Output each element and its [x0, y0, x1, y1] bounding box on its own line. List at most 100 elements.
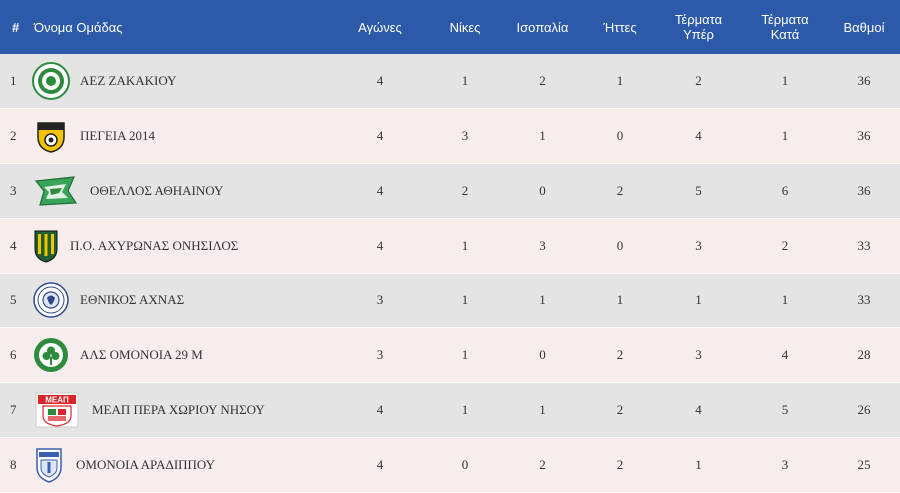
team-link[interactable]: ΑΕΖ ΖΑΚΑΚΙΟΥ	[32, 62, 326, 101]
goals-against-cell: 2	[742, 218, 828, 274]
points-cell: 26	[828, 382, 900, 438]
header-wins: Νίκες	[449, 19, 481, 35]
wins-cell: 0	[430, 437, 500, 493]
aez-zakakiou-crest-icon	[32, 62, 70, 101]
rank-cell: 4	[0, 218, 30, 274]
team-name: ΟΜΟΝΟΙΑ ΑΡΑΔΙΠΠΟΥ	[76, 456, 216, 472]
omonoia-29m-crest-icon	[32, 336, 70, 374]
played-cell: 4	[330, 382, 430, 438]
losses-cell: 2	[585, 382, 655, 438]
table-row: 4 Π.Ο. ΑΧΥΡΩΝΑΣ ΟΝΗΣΙΛΟΣ 4 1 3	[0, 218, 900, 274]
header-draws: Ισοπαλία	[516, 19, 569, 35]
draws-cell: 0	[500, 327, 585, 383]
team-name: ΜΕΑΠ ΠΕΡΑ ΧΩΡΙΟΥ ΝΗΣΟΥ	[92, 401, 265, 417]
header-losses: Ήττες	[603, 19, 637, 35]
draws-cell: 1	[500, 382, 585, 438]
goals-against-cell: 1	[742, 54, 828, 110]
goals-for-cell: 4	[655, 382, 742, 438]
omonoia-aradippou-crest-icon	[32, 446, 66, 484]
team-link[interactable]: ΟΘΕΛΛΟΣ ΑΘΗΑΙΝΟΥ	[32, 172, 326, 210]
team-cell: ΕΘΝΙΚΟΣ ΑΧΝΑΣ	[30, 273, 330, 329]
wins-cell: 1	[430, 327, 500, 383]
points-cell: 36	[828, 163, 900, 219]
played-cell: 3	[330, 273, 430, 329]
played-cell: 4	[330, 218, 430, 274]
table-row: 6 ΑΛΣ ΟΜΟΝΟΙΑ 29 Μ	[0, 327, 900, 383]
table-row: 2 ΠΕΓΕΙΑ 2014 4 3 1 0	[0, 108, 900, 164]
goals-against-cell: 5	[742, 382, 828, 438]
team-link[interactable]: ΑΛΣ ΟΜΟΝΟΙΑ 29 Μ	[32, 336, 326, 374]
team-link[interactable]: ΠΕΓΕΙΑ 2014	[32, 117, 326, 155]
team-cell: ΟΜΟΝΟΙΑ ΑΡΑΔΙΠΠΟΥ	[30, 437, 330, 493]
played-cell: 4	[330, 163, 430, 219]
header-played: Αγώνες	[358, 19, 402, 35]
rank-cell: 5	[0, 273, 30, 329]
team-link[interactable]: ΕΘΝΙΚΟΣ ΑΧΝΑΣ	[32, 281, 326, 319]
draws-cell: 3	[500, 218, 585, 274]
team-cell: ΑΕΖ ΖΑΚΑΚΙΟΥ	[30, 54, 330, 110]
rank-cell: 8	[0, 437, 30, 493]
goals-for-cell: 3	[655, 327, 742, 383]
losses-cell: 1	[585, 54, 655, 110]
header-rank: #	[12, 19, 20, 35]
table-row: 8 ΟΜΟΝΟΙΑ ΑΡΑΔΙΠΠΟΥ 4 0 2	[0, 437, 900, 493]
goals-for-cell: 4	[655, 108, 742, 164]
wins-cell: 1	[430, 273, 500, 329]
rank-cell: 2	[0, 108, 30, 164]
rank-cell: 6	[0, 327, 30, 383]
played-cell: 3	[330, 327, 430, 383]
team-link[interactable]: ΟΜΟΝΟΙΑ ΑΡΑΔΙΠΠΟΥ	[32, 446, 326, 484]
goals-against-cell: 4	[742, 327, 828, 383]
goals-for-cell: 3	[655, 218, 742, 274]
team-cell: ΜΕΑΠ ΜΕΑΠ ΠΕΡΑ ΧΩΡΙΟΥ ΝΗΣΟΥ	[30, 382, 330, 438]
wins-cell: 1	[430, 382, 500, 438]
table-row: 1 ΑΕΖ ΖΑΚΑΚΙΟΥ 4 1 2 1	[0, 54, 900, 110]
team-link[interactable]: Π.Ο. ΑΧΥΡΩΝΑΣ ΟΝΗΣΙΛΟΣ	[32, 227, 326, 265]
ethnikos-achnas-crest-icon	[32, 281, 70, 319]
team-name: Π.Ο. ΑΧΥΡΩΝΑΣ ΟΝΗΣΙΛΟΣ	[70, 237, 239, 253]
pegeia-crest-icon	[32, 117, 70, 155]
draws-cell: 2	[500, 437, 585, 493]
points-cell: 25	[828, 437, 900, 493]
losses-cell: 0	[585, 218, 655, 274]
header-points: Βαθμοί	[843, 19, 885, 35]
header-goals-for: Τέρματα Υπέρ	[674, 12, 723, 42]
played-cell: 4	[330, 54, 430, 110]
table-row: 5 ΕΘΝΙΚΟΣ ΑΧΝΑΣ 3 1 1 1	[0, 273, 900, 329]
team-name: ΟΘΕΛΛΟΣ ΑΘΗΑΙΝΟΥ	[90, 182, 224, 198]
table-header-row: # Όνομα Ομάδας Αγώνες Νίκες Ισοπαλία Ήττ…	[0, 0, 900, 54]
points-cell: 36	[828, 108, 900, 164]
goals-against-cell: 1	[742, 108, 828, 164]
goals-for-cell: 1	[655, 437, 742, 493]
points-cell: 33	[828, 273, 900, 329]
draws-cell: 0	[500, 163, 585, 219]
goals-against-cell: 6	[742, 163, 828, 219]
losses-cell: 2	[585, 327, 655, 383]
team-name: ΑΕΖ ΖΑΚΑΚΙΟΥ	[80, 73, 177, 89]
team-cell: Π.Ο. ΑΧΥΡΩΝΑΣ ΟΝΗΣΙΛΟΣ	[30, 218, 330, 274]
wins-cell: 1	[430, 54, 500, 110]
points-cell: 28	[828, 327, 900, 383]
draws-cell: 2	[500, 54, 585, 110]
goals-against-cell: 1	[742, 273, 828, 329]
draws-cell: 1	[500, 108, 585, 164]
table-row: 7 ΜΕΑΠ ΜΕΑΠ ΠΕΡΑ ΧΩΡΙΟ	[0, 382, 900, 438]
rank-cell: 7	[0, 382, 30, 438]
team-cell: ΟΘΕΛΛΟΣ ΑΘΗΑΙΝΟΥ	[30, 163, 330, 219]
wins-cell: 3	[430, 108, 500, 164]
header-team: Όνομα Ομάδας	[34, 19, 123, 35]
losses-cell: 1	[585, 273, 655, 329]
draws-cell: 1	[500, 273, 585, 329]
achyronas-crest-icon	[32, 227, 60, 265]
losses-cell: 2	[585, 437, 655, 493]
goals-for-cell: 2	[655, 54, 742, 110]
wins-cell: 2	[430, 163, 500, 219]
team-link[interactable]: ΜΕΑΠ ΜΕΑΠ ΠΕΡΑ ΧΩΡΙΟΥ ΝΗΣΟΥ	[32, 391, 326, 429]
table-row: 3 ΟΘΕΛΛΟΣ ΑΘΗΑΙΝΟΥ 4 2 0 2 5	[0, 163, 900, 219]
team-cell: ΑΛΣ ΟΜΟΝΟΙΑ 29 Μ	[30, 327, 330, 383]
played-cell: 4	[330, 437, 430, 493]
wins-cell: 1	[430, 218, 500, 274]
goals-for-cell: 5	[655, 163, 742, 219]
goals-against-cell: 3	[742, 437, 828, 493]
